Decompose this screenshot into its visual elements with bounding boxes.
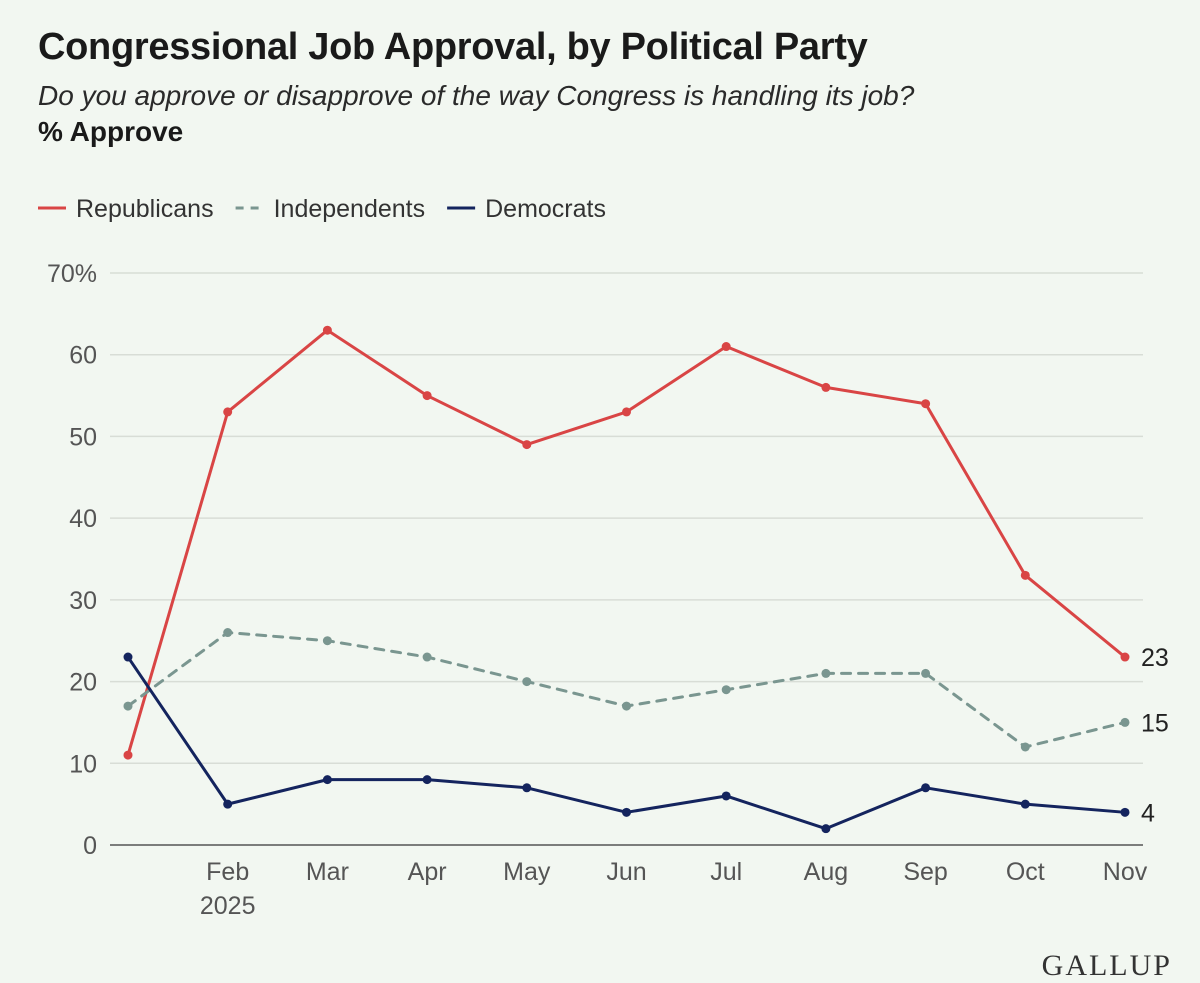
measure-label: % Approve (38, 116, 184, 147)
data-point-independents (821, 668, 831, 678)
x-axis: Feb 2025 Mar Apr May Jun Jul Aug Sep Oct Nov (200, 858, 1148, 920)
chart-subtitle: Do you approve or disapprove of the way … (38, 80, 915, 111)
y-tick-label: 50 (69, 423, 97, 451)
end-label-republicans: 23 (1141, 644, 1169, 672)
x-tick-label: Aug (804, 858, 848, 886)
x-tick-label: Mar (306, 858, 349, 886)
end-label-independents: 15 (1141, 709, 1169, 737)
x-tick-label: May (503, 858, 551, 886)
x-tick-label: Sep (903, 858, 947, 886)
series-line-independents (126, 631, 1127, 749)
data-point-democrats (1020, 799, 1030, 809)
data-point-republicans (1120, 652, 1130, 662)
x-tick-label: Nov (1103, 858, 1148, 886)
data-point-democrats (322, 775, 332, 785)
data-point-democrats (223, 799, 233, 809)
y-tick-label: 40 (69, 505, 97, 533)
series-line-democrats (126, 655, 1127, 831)
data-point-republicans (1020, 570, 1030, 580)
data-point-independents (422, 652, 432, 662)
data-point-democrats (123, 652, 133, 662)
end-label-democrats: 4 (1141, 799, 1155, 827)
legend-label-republicans: Republicans (76, 195, 214, 223)
x-tick-label: Jul (710, 858, 742, 886)
legend-label-democrats: Democrats (485, 195, 606, 223)
y-tick-label: 10 (69, 750, 97, 778)
y-tick-label: 60 (69, 342, 97, 370)
data-point-independents (622, 701, 631, 711)
data-point-independents (123, 701, 133, 711)
grid-lines (110, 272, 1143, 846)
x-tick-sublabel: 2025 (200, 892, 256, 920)
data-point-republicans (622, 407, 631, 417)
y-axis: 0 10 20 30 40 50 60 70% (47, 260, 97, 860)
data-point-republicans (721, 342, 731, 352)
data-point-independents (921, 668, 931, 678)
legend-label-independents: Independents (274, 195, 426, 223)
x-tick-label: Feb (206, 858, 249, 886)
y-tick-label: 70% (47, 260, 97, 288)
data-point-democrats (522, 783, 532, 793)
data-point-democrats (821, 824, 831, 834)
data-point-republicans (123, 750, 133, 760)
data-point-independents (223, 628, 233, 638)
data-point-independents (522, 677, 532, 687)
data-point-democrats (422, 775, 432, 785)
legend: Republicans Independents Democrats (38, 195, 606, 223)
data-point-republicans (921, 399, 931, 409)
data-point-republicans (821, 382, 831, 392)
legend-item-republicans: Republicans (38, 195, 214, 223)
series-democrats: 4 (123, 652, 1155, 834)
gallup-logo: GALLUP (1041, 949, 1172, 982)
data-point-republicans (322, 325, 332, 335)
data-point-democrats (721, 791, 731, 801)
series-group: 23 15 4 (123, 325, 1169, 834)
data-point-independents (1120, 717, 1130, 727)
series-line-republicans (126, 328, 1127, 757)
series-republicans: 23 (123, 325, 1169, 760)
chart-title: Congressional Job Approval, by Political… (38, 26, 868, 68)
legend-item-democrats: Democrats (447, 195, 606, 223)
data-point-democrats (921, 783, 931, 793)
series-independents: 15 (123, 628, 1169, 752)
y-tick-label: 20 (69, 669, 97, 697)
x-tick-label: Jun (606, 858, 646, 886)
data-point-republicans (522, 440, 532, 450)
x-tick-label: Apr (408, 858, 447, 886)
data-point-independents (1020, 742, 1030, 752)
data-point-democrats (622, 807, 631, 817)
data-point-independents (322, 636, 332, 646)
x-tick-label: Oct (1006, 858, 1045, 886)
legend-item-independents: Independents (235, 195, 426, 223)
data-point-democrats (1120, 807, 1130, 817)
data-point-republicans (223, 407, 233, 417)
data-point-independents (721, 685, 731, 695)
y-tick-label: 30 (69, 587, 97, 615)
data-point-republicans (422, 391, 432, 401)
y-tick-label: 0 (83, 832, 97, 860)
